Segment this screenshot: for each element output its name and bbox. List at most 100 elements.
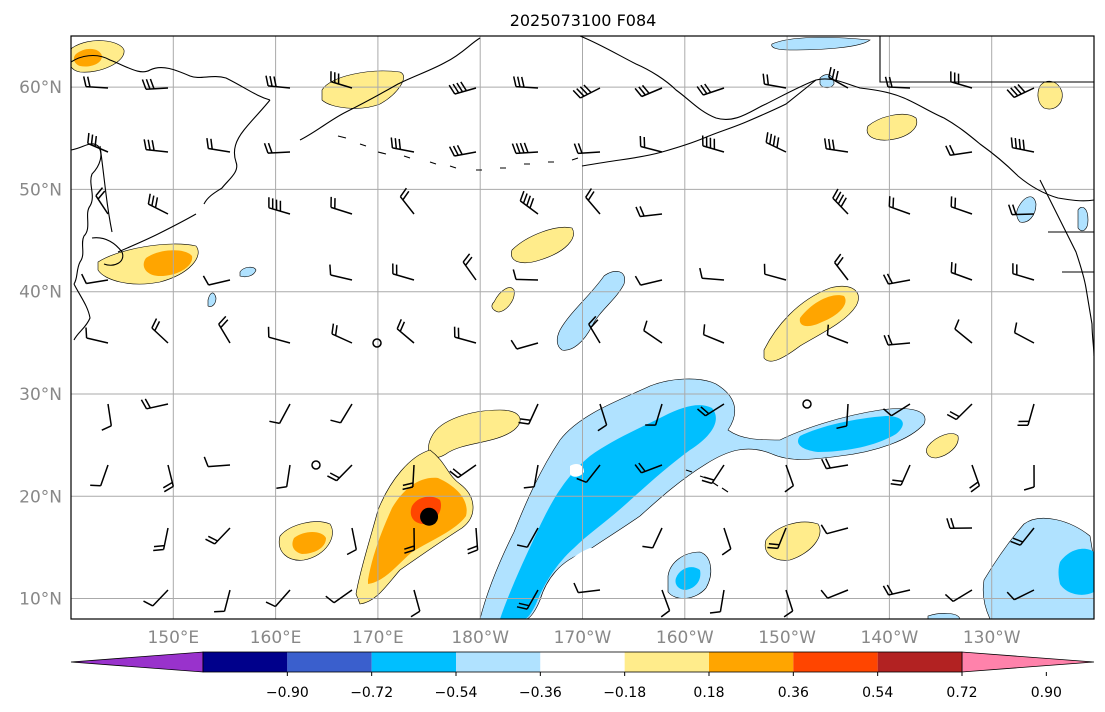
- colorbar-outline: [202, 651, 963, 673]
- wind-barb: [643, 320, 663, 344]
- wind-barb: [883, 403, 911, 417]
- us-border: [1048, 231, 1094, 273]
- longitude-label: 160°W: [656, 628, 714, 648]
- colorbar-segment: [793, 652, 878, 672]
- wind-barb: [202, 275, 231, 286]
- positive-region: [428, 409, 521, 458]
- negative-region: [1016, 196, 1037, 223]
- colorbar-label: −0.54: [435, 685, 478, 701]
- wind-barb: [467, 527, 479, 555]
- wind-barb: [410, 589, 421, 618]
- positive-region: [1037, 80, 1063, 110]
- wind-barb: [330, 71, 353, 89]
- wind-barb: [214, 589, 231, 613]
- alaska-peninsula-coast: [581, 79, 817, 167]
- negative-region-core: [500, 405, 716, 619]
- wind-barb: [453, 326, 477, 344]
- wind-barb: [523, 464, 539, 489]
- positive-region-core: [292, 532, 326, 554]
- wind-barb: [153, 527, 169, 552]
- colorbar-label: −0.90: [266, 685, 309, 701]
- wind-barb: [1023, 464, 1035, 491]
- wind-barb: [265, 75, 291, 89]
- positive-region-core: [368, 477, 467, 584]
- coastlines: [71, 36, 1094, 493]
- wind-barb: [205, 527, 231, 545]
- wind-barb: [1012, 263, 1035, 281]
- longitude-label: 160°E: [250, 628, 302, 648]
- wind-barb: [82, 76, 109, 89]
- hokkaido-coast: [91, 237, 124, 266]
- wind-barb: [572, 84, 601, 99]
- negative-region: [982, 517, 1094, 619]
- wind-barb: [588, 315, 601, 344]
- colorbar-segment: [709, 652, 794, 672]
- colorbar-label: 0.54: [862, 685, 893, 701]
- wind-barb: [884, 76, 911, 89]
- wind-barb: [331, 323, 353, 344]
- longitude-labels: 150°E 160°E 170°E 180°W 170°W 160°W 150°W 140°W…: [147, 628, 1020, 648]
- wind-barb: [519, 190, 539, 215]
- wind-barb: [1010, 527, 1035, 546]
- wind-barb: [90, 464, 109, 487]
- negative-region: [556, 271, 625, 351]
- wind-barb: [660, 589, 671, 618]
- negative-region-core: [1058, 548, 1094, 595]
- wind-barb: [784, 464, 795, 493]
- alaska-mainland-coast: [579, 36, 1094, 202]
- okhotsk-coast: [71, 143, 102, 285]
- wind-barb: [1010, 137, 1035, 153]
- shaded-field: [71, 37, 1094, 619]
- wind-barb: [329, 264, 353, 281]
- wind-barb: [944, 589, 973, 603]
- positive-region: [926, 433, 959, 459]
- wind-barb: [327, 464, 353, 482]
- gap-region: [570, 464, 584, 477]
- colorbar: −0.90 −0.72 −0.54 −0.36 −0.18 0.18 0.36 0.54 0.7…: [70, 651, 1095, 701]
- wind-barb: [826, 324, 849, 344]
- wind-barb: [767, 527, 787, 550]
- wind-barb: [946, 403, 973, 421]
- wind-barb: [701, 135, 725, 153]
- colorbar-segment: [877, 652, 962, 672]
- kamchatka-coast: [203, 99, 271, 205]
- longitude-label: 150°E: [147, 628, 199, 648]
- wind-barb: [836, 403, 849, 430]
- latitude-label: 40°N: [19, 283, 62, 303]
- positive-region-core: [73, 48, 102, 67]
- calm-circle: [802, 399, 812, 409]
- colorbar-segment: [540, 652, 625, 672]
- wind-barb: [634, 462, 663, 474]
- longitude-label: 170°E: [352, 628, 404, 648]
- wind-barb: [701, 464, 725, 485]
- wind-barb: [265, 589, 291, 608]
- wind-barb: [954, 319, 973, 344]
- wind-barb: [162, 464, 175, 493]
- wind-barb: [510, 339, 539, 350]
- colorbar-label: 0.90: [1031, 685, 1062, 701]
- longitude-label: 170°W: [554, 628, 612, 648]
- wind-barb: [101, 403, 113, 431]
- wind-barb: [396, 319, 415, 344]
- colorbar-segment: [624, 652, 709, 672]
- wind-barb: [516, 589, 539, 610]
- wind-barb: [1013, 322, 1035, 344]
- wind-barb: [597, 403, 608, 432]
- wind-barb: [882, 273, 911, 285]
- kuril-chain: [117, 213, 197, 253]
- colorbar-segment: [456, 652, 541, 672]
- wind-barb: [833, 253, 849, 281]
- wind-barb: [639, 135, 663, 153]
- longitude-label: 130°W: [963, 628, 1021, 648]
- wind-barb: [765, 132, 787, 153]
- wind-barb: [969, 464, 981, 493]
- wind-barb: [151, 318, 169, 344]
- gap-region: [550, 548, 603, 595]
- wind-barb: [950, 262, 973, 281]
- latitude-labels: 60°N 50°N 40°N 30°N 20°N 10°N: [19, 78, 62, 609]
- wind-barb: [143, 139, 169, 153]
- wind-barb: [143, 589, 169, 607]
- canada-border: [879, 36, 1094, 83]
- colorbar-label: 0.72: [946, 685, 977, 701]
- wind-barb: [448, 81, 477, 95]
